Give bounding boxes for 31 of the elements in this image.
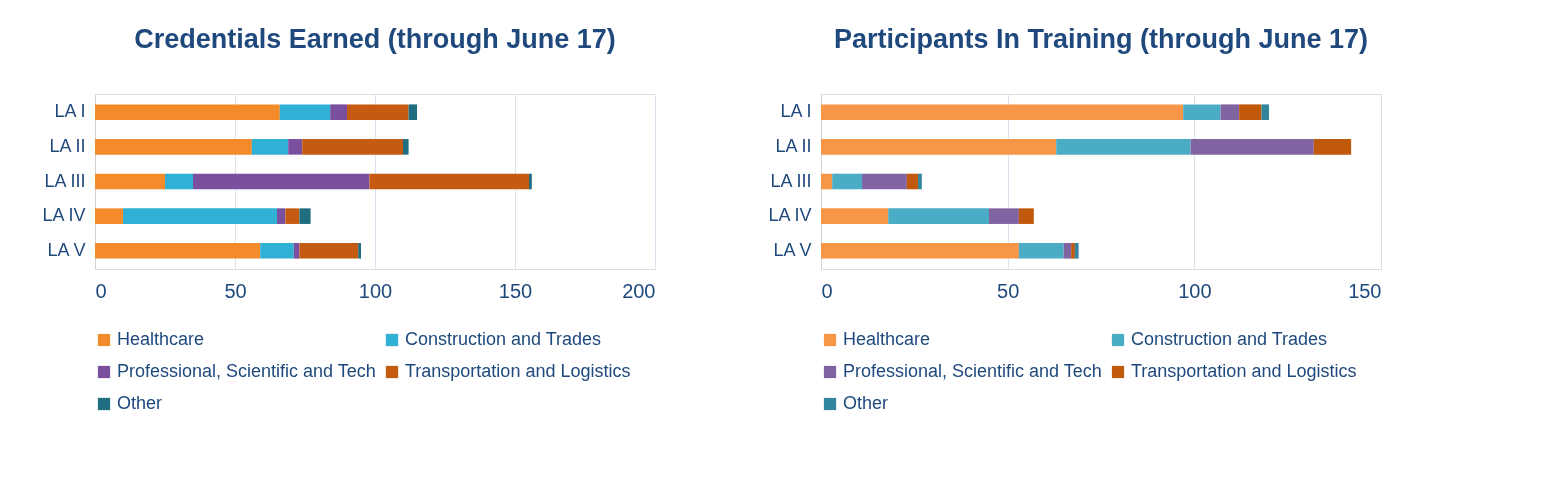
legend-label: Professional, Scientific and Tech <box>843 361 1102 381</box>
legend-label: Healthcare <box>843 329 931 349</box>
x-tick-label: 100 <box>358 279 393 302</box>
legend-label: Transportation and Logistics <box>405 361 631 381</box>
y-tick-label: LA IV <box>42 205 86 226</box>
legend-label: Other <box>117 393 163 413</box>
y-tick-label: LA II <box>775 135 812 156</box>
y-tick-label: LA III <box>44 170 86 191</box>
x-tick-label: 150 <box>1348 279 1382 302</box>
legend-label: Other <box>843 393 889 413</box>
legend-label: Transportation and Logistics <box>1131 361 1357 381</box>
x-tick-label: 0 <box>95 279 107 302</box>
x-tick-label: 50 <box>997 279 1020 302</box>
x-tick-label: 200 <box>622 279 656 302</box>
legend-label: Construction and Trades <box>1131 329 1328 349</box>
y-tick-label: LA I <box>54 101 86 122</box>
y-tick-label: LA I <box>780 101 812 122</box>
x-tick-label: 100 <box>1178 279 1212 302</box>
y-tick-label: LA III <box>770 170 812 191</box>
chart-title: Participants In Training (through June 17) <box>833 24 1369 54</box>
y-tick-label: LA V <box>773 239 812 260</box>
x-tick-label: 50 <box>224 279 247 302</box>
x-tick-label: 150 <box>498 279 533 302</box>
x-tick-label: 0 <box>821 279 833 302</box>
legend-label: Construction and Trades <box>405 329 602 349</box>
legend-label: Healthcare <box>117 329 205 349</box>
y-tick-label: LA II <box>49 135 86 156</box>
y-tick-label: LA V <box>47 239 86 260</box>
legend-label: Professional, Scientific and Tech <box>117 361 376 381</box>
chart-title: Credentials Earned (through June 17) <box>134 24 616 54</box>
y-tick-label: LA IV <box>768 205 812 226</box>
